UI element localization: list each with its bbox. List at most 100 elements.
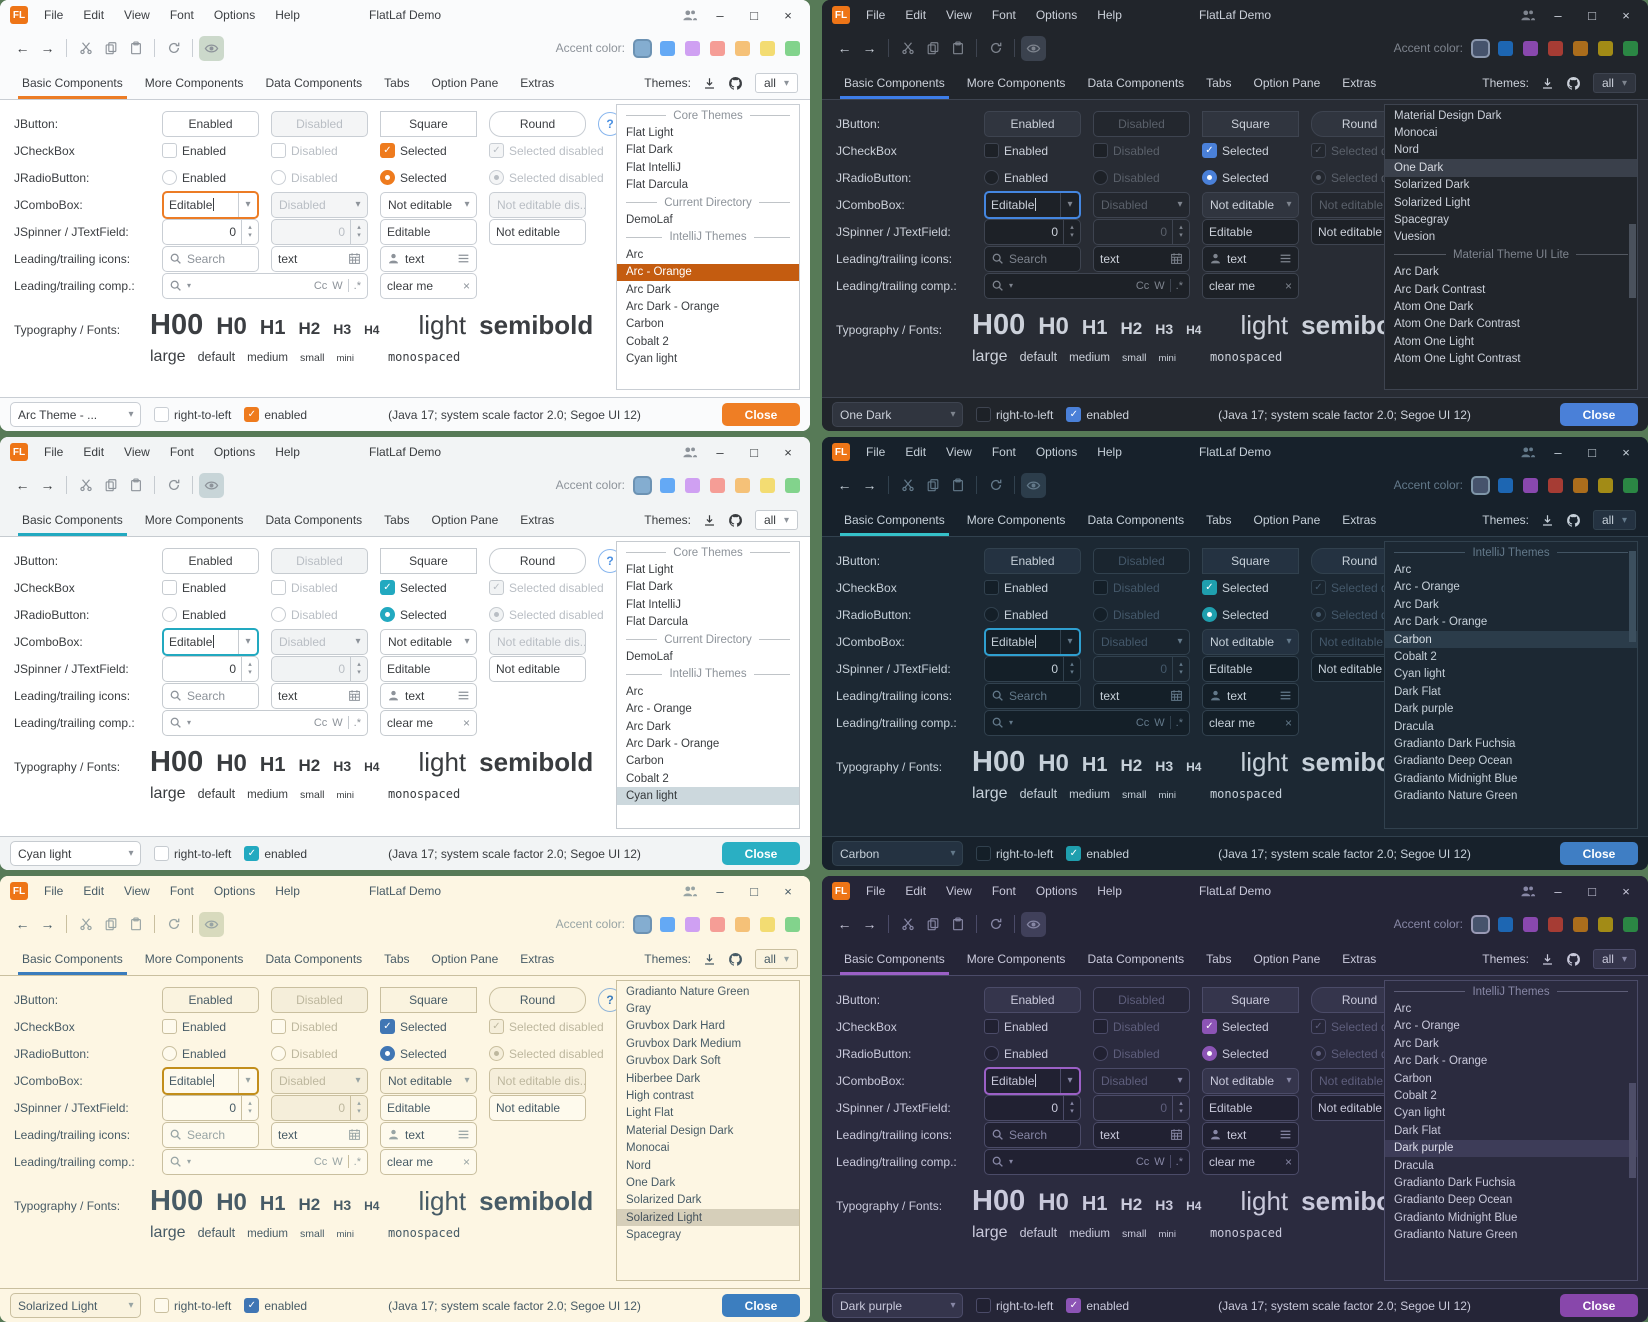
enabled-checkbox[interactable]: ✓ enabled [1066,1298,1129,1313]
tab-more-components[interactable]: More Components [144,952,244,966]
menu-item-edit[interactable]: Edit [905,8,927,22]
clear-icon[interactable]: × [462,278,470,293]
theme-list-item[interactable]: Gradianto Midnight Blue [1394,772,1518,785]
right-to-left-checkbox[interactable]: right-to-left [976,1298,1053,1313]
accent-swatch-2[interactable] [685,477,700,493]
spinner-buttons[interactable]: ▴ ▾ [1172,219,1189,244]
accent-swatch-2[interactable] [685,40,700,56]
tab-extras[interactable]: Extras [520,513,555,527]
tab-basic-components[interactable]: Basic Components [834,68,955,99]
checkbox-checked[interactable]: ✓ [244,407,260,422]
checkbox-unchecked[interactable] [271,580,286,595]
menu-item-view[interactable]: View [946,8,972,22]
whole-words-button[interactable]: W [1154,279,1165,292]
maximize-button[interactable]: □ [1588,444,1596,460]
list-icon[interactable] [1279,689,1292,702]
github-icon[interactable] [1566,76,1581,91]
radio-unselected[interactable] [162,1046,177,1061]
copy-button[interactable] [98,912,123,937]
clear-icon[interactable]: × [1284,278,1292,293]
download-themes-button[interactable] [703,953,716,966]
chevron-down-icon[interactable]: ▾ [1060,192,1079,217]
theme-select-combobox[interactable]: Dark purple ▾ [832,1293,963,1318]
accent-swatch-5[interactable] [1598,916,1613,932]
paste-button[interactable] [945,473,970,498]
refresh-button[interactable] [161,36,186,61]
whole-words-button[interactable]: W [332,716,343,729]
theme-list-item[interactable]: Light Flat [626,1107,674,1120]
accent-swatch-5[interactable] [760,477,775,493]
theme-list-item[interactable]: Flat Light [626,127,674,140]
jcombobox-0[interactable]: Editable ▾ [984,1066,1081,1095]
radio-unselected[interactable] [1093,170,1108,185]
theme-list-item[interactable]: Arc Dark Contrast [1394,283,1486,296]
back-button[interactable]: ← [15,40,30,56]
jspinner-0[interactable]: 0 ▴ ▾ [162,218,259,245]
theme-list-item[interactable]: Gradianto Nature Green [626,985,750,998]
chevron-down-icon[interactable]: ▾ [1177,199,1183,210]
jcheckbox-2[interactable]: ✓ Selected [1202,580,1269,595]
theme-list-item[interactable]: Dark purple [1394,703,1454,716]
jtextfield-0[interactable]: Editable [380,1094,477,1121]
theme-list-item[interactable]: Gray [626,1003,651,1016]
accent-swatch-4[interactable] [735,477,750,493]
tab-tabs[interactable]: Tabs [1206,513,1232,527]
menu-item-edit[interactable]: Edit [83,8,105,22]
jcheckbox-0[interactable]: Enabled [984,1019,1048,1034]
forward-button[interactable]: → [40,916,55,932]
close-window-button[interactable]: × [784,7,792,23]
theme-list-item[interactable]: Solarized Dark [1394,179,1470,192]
search-with-options-field[interactable]: ▾ Cc W .* [162,272,368,299]
accent-swatch-1[interactable] [660,40,675,56]
radio-unselected[interactable] [984,607,999,622]
minimize-button[interactable]: – [1554,883,1562,899]
spinner-buttons[interactable]: ▴ ▾ [241,656,258,681]
clearable-field[interactable]: clear me × [380,1148,477,1175]
checkbox-checked[interactable]: ✓ [1311,580,1326,595]
jbutton-square[interactable]: Square [1202,547,1299,574]
spinner-buttons[interactable]: ▴ ▾ [241,219,258,244]
clearable-field[interactable]: clear me × [380,709,477,736]
tab-basic-components[interactable]: Basic Components [12,505,133,536]
radio-unselected[interactable] [271,607,286,622]
accent-swatch-1[interactable] [1498,477,1513,493]
theme-list-item[interactable]: Gradianto Midnight Blue [1394,1211,1518,1224]
accent-swatch-1[interactable] [660,916,675,932]
maximize-button[interactable]: □ [1588,883,1596,899]
menu-item-file[interactable]: File [866,8,886,22]
forward-button[interactable]: → [40,477,55,493]
close-window-button[interactable]: × [1622,444,1630,460]
minimize-button[interactable]: – [716,444,724,460]
regex-button[interactable]: .* [353,716,361,729]
close-window-button[interactable]: × [784,444,792,460]
close-button[interactable]: Close [722,403,800,426]
theme-list-item[interactable]: Cyan light [626,353,678,366]
close-button[interactable]: Close [1560,842,1638,865]
users-icon[interactable] [682,8,698,22]
close-window-button[interactable]: × [784,883,792,899]
radio-selected[interactable] [380,607,395,622]
spinner-buttons[interactable]: ▴ ▾ [1172,656,1189,681]
person-field[interactable]: text [380,682,477,709]
jcombobox-2[interactable]: Not editable ▾ [380,191,477,218]
checkbox-checked[interactable]: ✓ [380,1019,395,1034]
jradiobutton-2[interactable]: Selected [1202,607,1269,622]
jradiobutton-2[interactable]: Selected [1202,170,1269,185]
jradiobutton-1[interactable]: Disabled [271,170,338,185]
tab-extras[interactable]: Extras [1342,952,1377,966]
calendar-icon[interactable] [1170,1128,1183,1141]
spinner-buttons[interactable]: ▴ ▾ [1063,1095,1080,1120]
chevron-down-icon[interactable]: ▾ [1286,1075,1292,1086]
menu-item-options[interactable]: Options [213,8,256,22]
checkbox-unchecked[interactable] [984,580,999,595]
themes-list[interactable]: Core Themes Flat Light Flat Dark Flat Intel… [616,104,800,390]
close-window-button[interactable]: × [1622,7,1630,23]
jcombobox-0[interactable]: Editable ▾ [984,627,1081,656]
jcheckbox-0[interactable]: Enabled [984,580,1048,595]
jcombobox-0[interactable]: Editable ▾ [162,190,259,219]
jradiobutton-0[interactable]: Enabled [162,1046,226,1061]
theme-list-item[interactable]: Gradianto Deep Ocean [1394,755,1513,768]
github-icon[interactable] [728,76,743,91]
jspinner-0[interactable]: 0 ▴ ▾ [984,655,1081,682]
menu-item-options[interactable]: Options [213,884,256,898]
